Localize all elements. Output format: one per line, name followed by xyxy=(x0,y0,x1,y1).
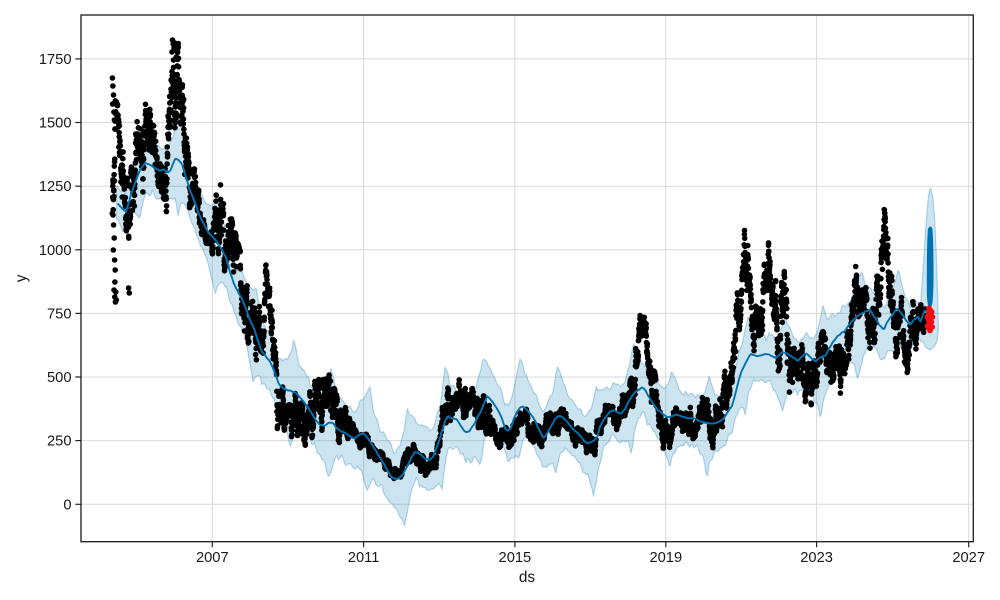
svg-text:2019: 2019 xyxy=(649,550,682,566)
svg-text:2015: 2015 xyxy=(499,550,532,566)
svg-text:ds: ds xyxy=(519,569,536,586)
svg-text:1250: 1250 xyxy=(39,179,72,195)
svg-text:750: 750 xyxy=(47,306,72,322)
svg-text:y: y xyxy=(13,274,30,282)
svg-text:1500: 1500 xyxy=(39,116,72,132)
svg-text:0: 0 xyxy=(63,497,71,513)
svg-text:2011: 2011 xyxy=(348,550,380,566)
svg-text:500: 500 xyxy=(47,370,72,386)
svg-text:2027: 2027 xyxy=(952,550,985,566)
svg-text:1750: 1750 xyxy=(39,52,72,68)
svg-text:1000: 1000 xyxy=(39,243,72,259)
svg-text:2007: 2007 xyxy=(196,550,229,566)
svg-text:250: 250 xyxy=(47,434,72,450)
svg-text:2023: 2023 xyxy=(800,550,833,566)
